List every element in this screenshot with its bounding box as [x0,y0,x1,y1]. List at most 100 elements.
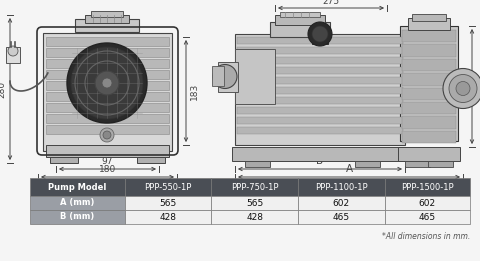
Text: PPP-1500-1P: PPP-1500-1P [401,182,454,192]
Bar [46,59,169,68]
Bar [237,117,403,124]
Bar [237,97,403,104]
Bar [384,196,470,210]
Bar [125,178,211,196]
Circle shape [456,81,470,96]
Bar [125,196,211,210]
Text: A (mm): A (mm) [60,199,95,207]
Bar [46,81,169,90]
Bar [46,103,169,112]
Bar [218,62,238,92]
Bar [402,130,456,143]
Circle shape [312,26,328,42]
Text: PPP-750-1P: PPP-750-1P [231,182,278,192]
Text: B: B [316,157,324,167]
Bar [237,37,403,44]
Bar [428,161,453,167]
Bar [408,18,450,30]
Bar [298,178,384,196]
Text: 180: 180 [99,165,116,175]
Bar [46,145,169,157]
Bar [402,102,456,114]
Text: 465: 465 [333,212,350,222]
Bar [232,147,407,161]
Bar [46,92,169,101]
Text: Pump Model: Pump Model [48,182,107,192]
Bar [384,210,470,224]
Bar [46,37,169,46]
Text: PPP-550-1P: PPP-550-1P [144,182,192,192]
Circle shape [443,68,480,109]
Bar [402,116,456,129]
Bar [125,210,211,224]
Bar [402,59,456,71]
Text: B (mm): B (mm) [60,212,95,222]
Circle shape [8,46,18,56]
Bar [235,34,405,145]
Text: PPP-1100-1P: PPP-1100-1P [315,182,368,192]
Text: 428: 428 [159,212,177,222]
Circle shape [102,78,112,88]
Bar [211,210,298,224]
Text: 183: 183 [190,82,199,100]
Bar [402,73,456,86]
Bar [30,196,125,210]
Circle shape [213,64,237,88]
Bar [412,14,446,21]
Bar [30,210,125,224]
Bar [280,12,320,17]
Text: A: A [346,164,353,175]
Bar [46,48,169,57]
Bar [245,161,270,167]
Bar [46,70,169,79]
Bar [211,196,298,210]
Bar [235,49,275,104]
Bar [402,44,456,57]
Bar [212,66,224,86]
Text: 275: 275 [323,0,339,5]
Bar [91,11,123,17]
Bar [312,26,328,44]
Bar [355,161,380,167]
Bar [405,161,430,167]
Bar [75,19,139,32]
Bar [398,147,460,161]
Bar [237,87,403,94]
Bar [137,157,165,163]
Bar [402,30,456,42]
Bar [46,125,169,134]
Bar [237,57,403,64]
Bar [85,15,129,23]
Circle shape [71,47,143,119]
Text: *All dimensions in mm.: *All dimensions in mm. [382,232,470,241]
Bar [43,33,172,151]
Bar [400,26,458,141]
Circle shape [449,74,477,103]
Bar [298,210,384,224]
Bar [211,178,298,196]
Bar [402,87,456,100]
Circle shape [308,22,332,46]
Text: 565: 565 [159,199,177,207]
Text: 602: 602 [419,199,436,207]
Text: 97: 97 [102,157,113,167]
Bar [237,47,403,54]
Bar [46,114,169,123]
Bar [237,127,403,134]
Bar [384,178,470,196]
Circle shape [103,131,111,139]
Text: 465: 465 [419,212,436,222]
Circle shape [100,128,114,142]
Bar [275,15,325,25]
Bar [270,22,330,37]
Circle shape [67,43,147,123]
Text: 280: 280 [0,80,6,98]
Bar [237,77,403,84]
Bar [50,157,78,163]
Bar [30,178,125,196]
Text: 428: 428 [246,212,263,222]
Bar [237,67,403,74]
Bar [298,196,384,210]
Circle shape [95,71,119,95]
Bar [6,47,20,63]
